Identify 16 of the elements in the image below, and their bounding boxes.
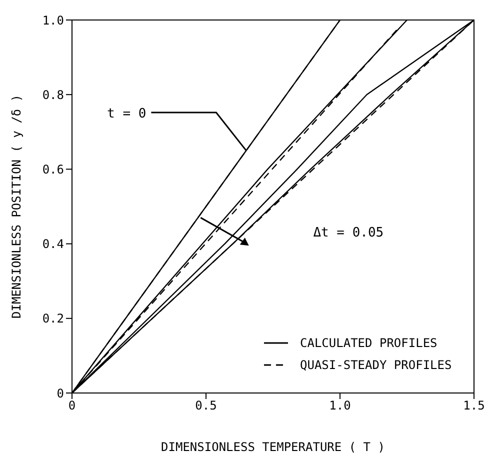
x-tick-label: 1.5 [463,398,485,413]
y-tick-label: 1.0 [42,13,64,28]
x-tick-label: 1.0 [329,398,351,413]
y-axis-title: DIMENSIONLESS POSITION ( y /δ ) [9,94,24,318]
x-tick-label: 0.5 [195,398,217,413]
x-axis-title: DIMENSIONLESS TEMPERATURE ( T ) [161,440,385,454]
annotation: Δt = 0.05 [313,225,384,240]
y-tick-label: 0.2 [42,312,64,326]
annotation: t = 0 [107,106,146,122]
x-tick-label: 0 [68,398,76,413]
y-tick-label: 0.4 [42,237,64,252]
legend-label: QUASI-STEADY PROFILES [300,358,452,372]
y-tick-label: 0.6 [42,162,64,176]
y-tick-label: 0.8 [42,88,64,102]
legend-label: CALCULATED PROFILES [300,336,438,350]
y-tick-label: 0 [56,386,64,400]
